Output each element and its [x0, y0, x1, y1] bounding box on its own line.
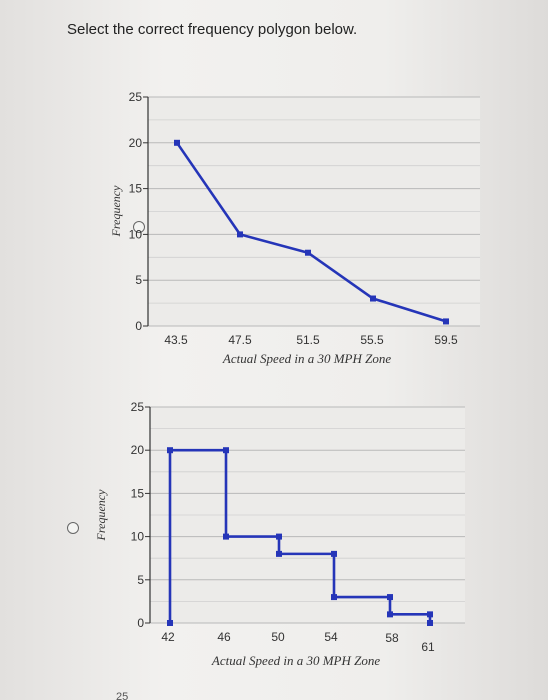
chart2-x-tick-label: 54	[324, 630, 338, 644]
chart2-data-point	[427, 620, 433, 626]
radio-option-b[interactable]	[67, 522, 79, 534]
chart2-data-point	[387, 611, 393, 618]
chart2-data-point	[331, 550, 337, 557]
chart2-data-point	[223, 533, 229, 540]
chart1-y-tick-label: 10	[129, 227, 143, 241]
chart1-y-tick-label: 5	[135, 273, 142, 287]
chart1-data-point	[443, 318, 449, 325]
chart1-y-axis-label: Frequency	[109, 185, 123, 238]
chart1-y-tick-label: 15	[129, 182, 143, 196]
chart2-x-tick-label: 42	[161, 630, 175, 644]
chart2-x-tick-label: 58	[385, 631, 399, 645]
chart1-data-point	[237, 231, 243, 238]
chart1-x-tick-label: 51.5	[296, 333, 320, 347]
chart2-data-point	[167, 620, 173, 626]
chart2-data-point	[427, 611, 433, 618]
chart2-data-point	[223, 447, 229, 454]
chart2-data-point	[276, 533, 282, 540]
chart2-x-axis-label: Actual Speed in a 30 MPH Zone	[211, 653, 380, 668]
chart2-data-point	[387, 594, 393, 601]
chart1-y-tick-label: 0	[135, 319, 142, 333]
chart2-data-point	[276, 550, 282, 557]
chart1-x-tick-label: 59.5	[434, 333, 458, 347]
chart2-y-tick-label: 0	[137, 616, 144, 630]
chart1-x-tick-label: 55.5	[360, 333, 384, 347]
chart1-x-tick-label: 47.5	[228, 333, 252, 347]
chart2-x-tick-label: 46	[217, 630, 231, 644]
chart2-data-point	[331, 594, 337, 601]
chart2-y-tick-label: 20	[131, 443, 145, 457]
chart1-y-tick-label: 25	[129, 90, 143, 104]
chart1-x-axis-label: Actual Speed in a 30 MPH Zone	[222, 351, 391, 366]
chart1-data-point	[370, 295, 376, 302]
chart1-data-point	[174, 139, 180, 146]
chart2-y-tick-label: 25	[131, 400, 145, 414]
chart2-y-tick-label: 15	[131, 486, 145, 500]
chart2-y-tick-label: 5	[137, 573, 144, 587]
question-text: Select the correct frequency polygon bel…	[67, 21, 358, 38]
chart1-y-tick-label: 20	[129, 136, 143, 150]
chart1-data-point	[305, 249, 311, 256]
chart2-x-tick-label: 61	[421, 640, 435, 654]
chart2-series-line	[168, 448, 432, 623]
next-option-partial-label: 25	[116, 691, 129, 700]
chart2-y-tick-label: 10	[131, 530, 145, 544]
chart2-y-axis-label: Frequency	[94, 489, 108, 542]
radio-option-a[interactable]	[133, 221, 145, 233]
chart2-data-point	[167, 447, 173, 454]
chart2-x-tick-label: 50	[271, 630, 285, 644]
chart1-x-tick-label: 43.5	[164, 333, 188, 347]
